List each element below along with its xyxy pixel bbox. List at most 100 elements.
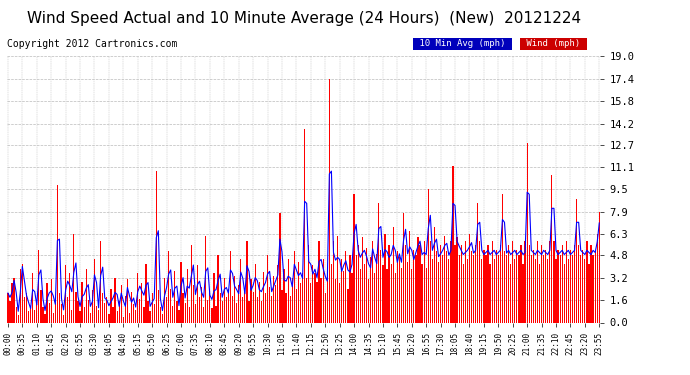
- Bar: [428, 189, 429, 322]
- Text: Copyright 2012 Cartronics.com: Copyright 2012 Cartronics.com: [7, 39, 177, 50]
- Bar: [500, 245, 501, 322]
- Bar: [22, 264, 23, 322]
- Bar: [69, 273, 70, 322]
- Bar: [195, 304, 196, 322]
- Bar: [401, 268, 402, 322]
- Bar: [207, 300, 208, 322]
- Bar: [108, 314, 110, 322]
- Bar: [516, 250, 518, 322]
- Bar: [481, 260, 482, 322]
- Bar: [158, 290, 159, 322]
- Bar: [359, 269, 361, 322]
- Bar: [362, 237, 363, 322]
- Bar: [137, 273, 139, 322]
- Bar: [40, 290, 41, 322]
- Bar: [257, 297, 258, 322]
- Bar: [96, 306, 97, 322]
- Bar: [178, 310, 179, 322]
- Bar: [172, 306, 173, 322]
- Bar: [106, 297, 108, 322]
- Bar: [520, 245, 522, 322]
- Text: Wind (mph): Wind (mph): [521, 39, 585, 48]
- Bar: [424, 241, 425, 322]
- Bar: [473, 255, 474, 322]
- Bar: [92, 290, 93, 322]
- Bar: [300, 283, 301, 322]
- Bar: [275, 285, 277, 322]
- Bar: [164, 278, 165, 322]
- Bar: [211, 309, 213, 322]
- Bar: [141, 283, 142, 322]
- Bar: [230, 251, 231, 322]
- Bar: [221, 302, 223, 322]
- Bar: [368, 279, 369, 322]
- Bar: [55, 296, 56, 322]
- Bar: [393, 227, 394, 322]
- Bar: [560, 255, 561, 322]
- Bar: [242, 297, 244, 322]
- Bar: [121, 285, 122, 322]
- Bar: [279, 213, 281, 322]
- Bar: [205, 236, 206, 322]
- Bar: [176, 302, 177, 322]
- Bar: [497, 255, 499, 322]
- Bar: [77, 302, 79, 322]
- Bar: [333, 241, 334, 322]
- Bar: [34, 310, 35, 322]
- Bar: [364, 264, 365, 322]
- Bar: [168, 251, 169, 322]
- Bar: [267, 255, 268, 322]
- Bar: [20, 269, 21, 322]
- Bar: [282, 290, 283, 322]
- Bar: [63, 315, 64, 322]
- Bar: [209, 290, 210, 322]
- Bar: [599, 212, 600, 322]
- Bar: [395, 273, 396, 322]
- Bar: [403, 213, 404, 322]
- Bar: [570, 250, 571, 322]
- Bar: [504, 251, 505, 322]
- Bar: [166, 297, 167, 322]
- Bar: [337, 236, 338, 322]
- Bar: [88, 300, 89, 322]
- Bar: [115, 278, 116, 322]
- Bar: [495, 250, 497, 322]
- Bar: [466, 260, 468, 322]
- Bar: [463, 264, 464, 322]
- Bar: [535, 260, 536, 322]
- Bar: [112, 307, 114, 322]
- Bar: [86, 269, 87, 322]
- Bar: [18, 315, 19, 322]
- Bar: [44, 314, 46, 322]
- Bar: [407, 262, 408, 322]
- Bar: [397, 251, 398, 322]
- Bar: [413, 250, 415, 322]
- Bar: [46, 283, 48, 322]
- Bar: [219, 293, 221, 322]
- Bar: [125, 296, 126, 322]
- Bar: [506, 255, 507, 322]
- Bar: [382, 265, 384, 322]
- Bar: [81, 282, 83, 322]
- Bar: [298, 262, 299, 322]
- Bar: [277, 265, 279, 322]
- Bar: [102, 293, 103, 322]
- Bar: [568, 260, 569, 322]
- Bar: [420, 245, 421, 322]
- Bar: [322, 260, 324, 322]
- Bar: [493, 260, 495, 322]
- Bar: [436, 251, 437, 322]
- Bar: [514, 260, 515, 322]
- Bar: [190, 245, 192, 322]
- Bar: [444, 236, 445, 322]
- Bar: [430, 241, 431, 322]
- Bar: [432, 260, 433, 322]
- Bar: [541, 245, 542, 322]
- Bar: [518, 255, 520, 322]
- Bar: [584, 260, 585, 322]
- Bar: [131, 292, 132, 322]
- Bar: [61, 304, 62, 322]
- Bar: [578, 245, 580, 322]
- Bar: [343, 271, 344, 322]
- Bar: [139, 298, 140, 322]
